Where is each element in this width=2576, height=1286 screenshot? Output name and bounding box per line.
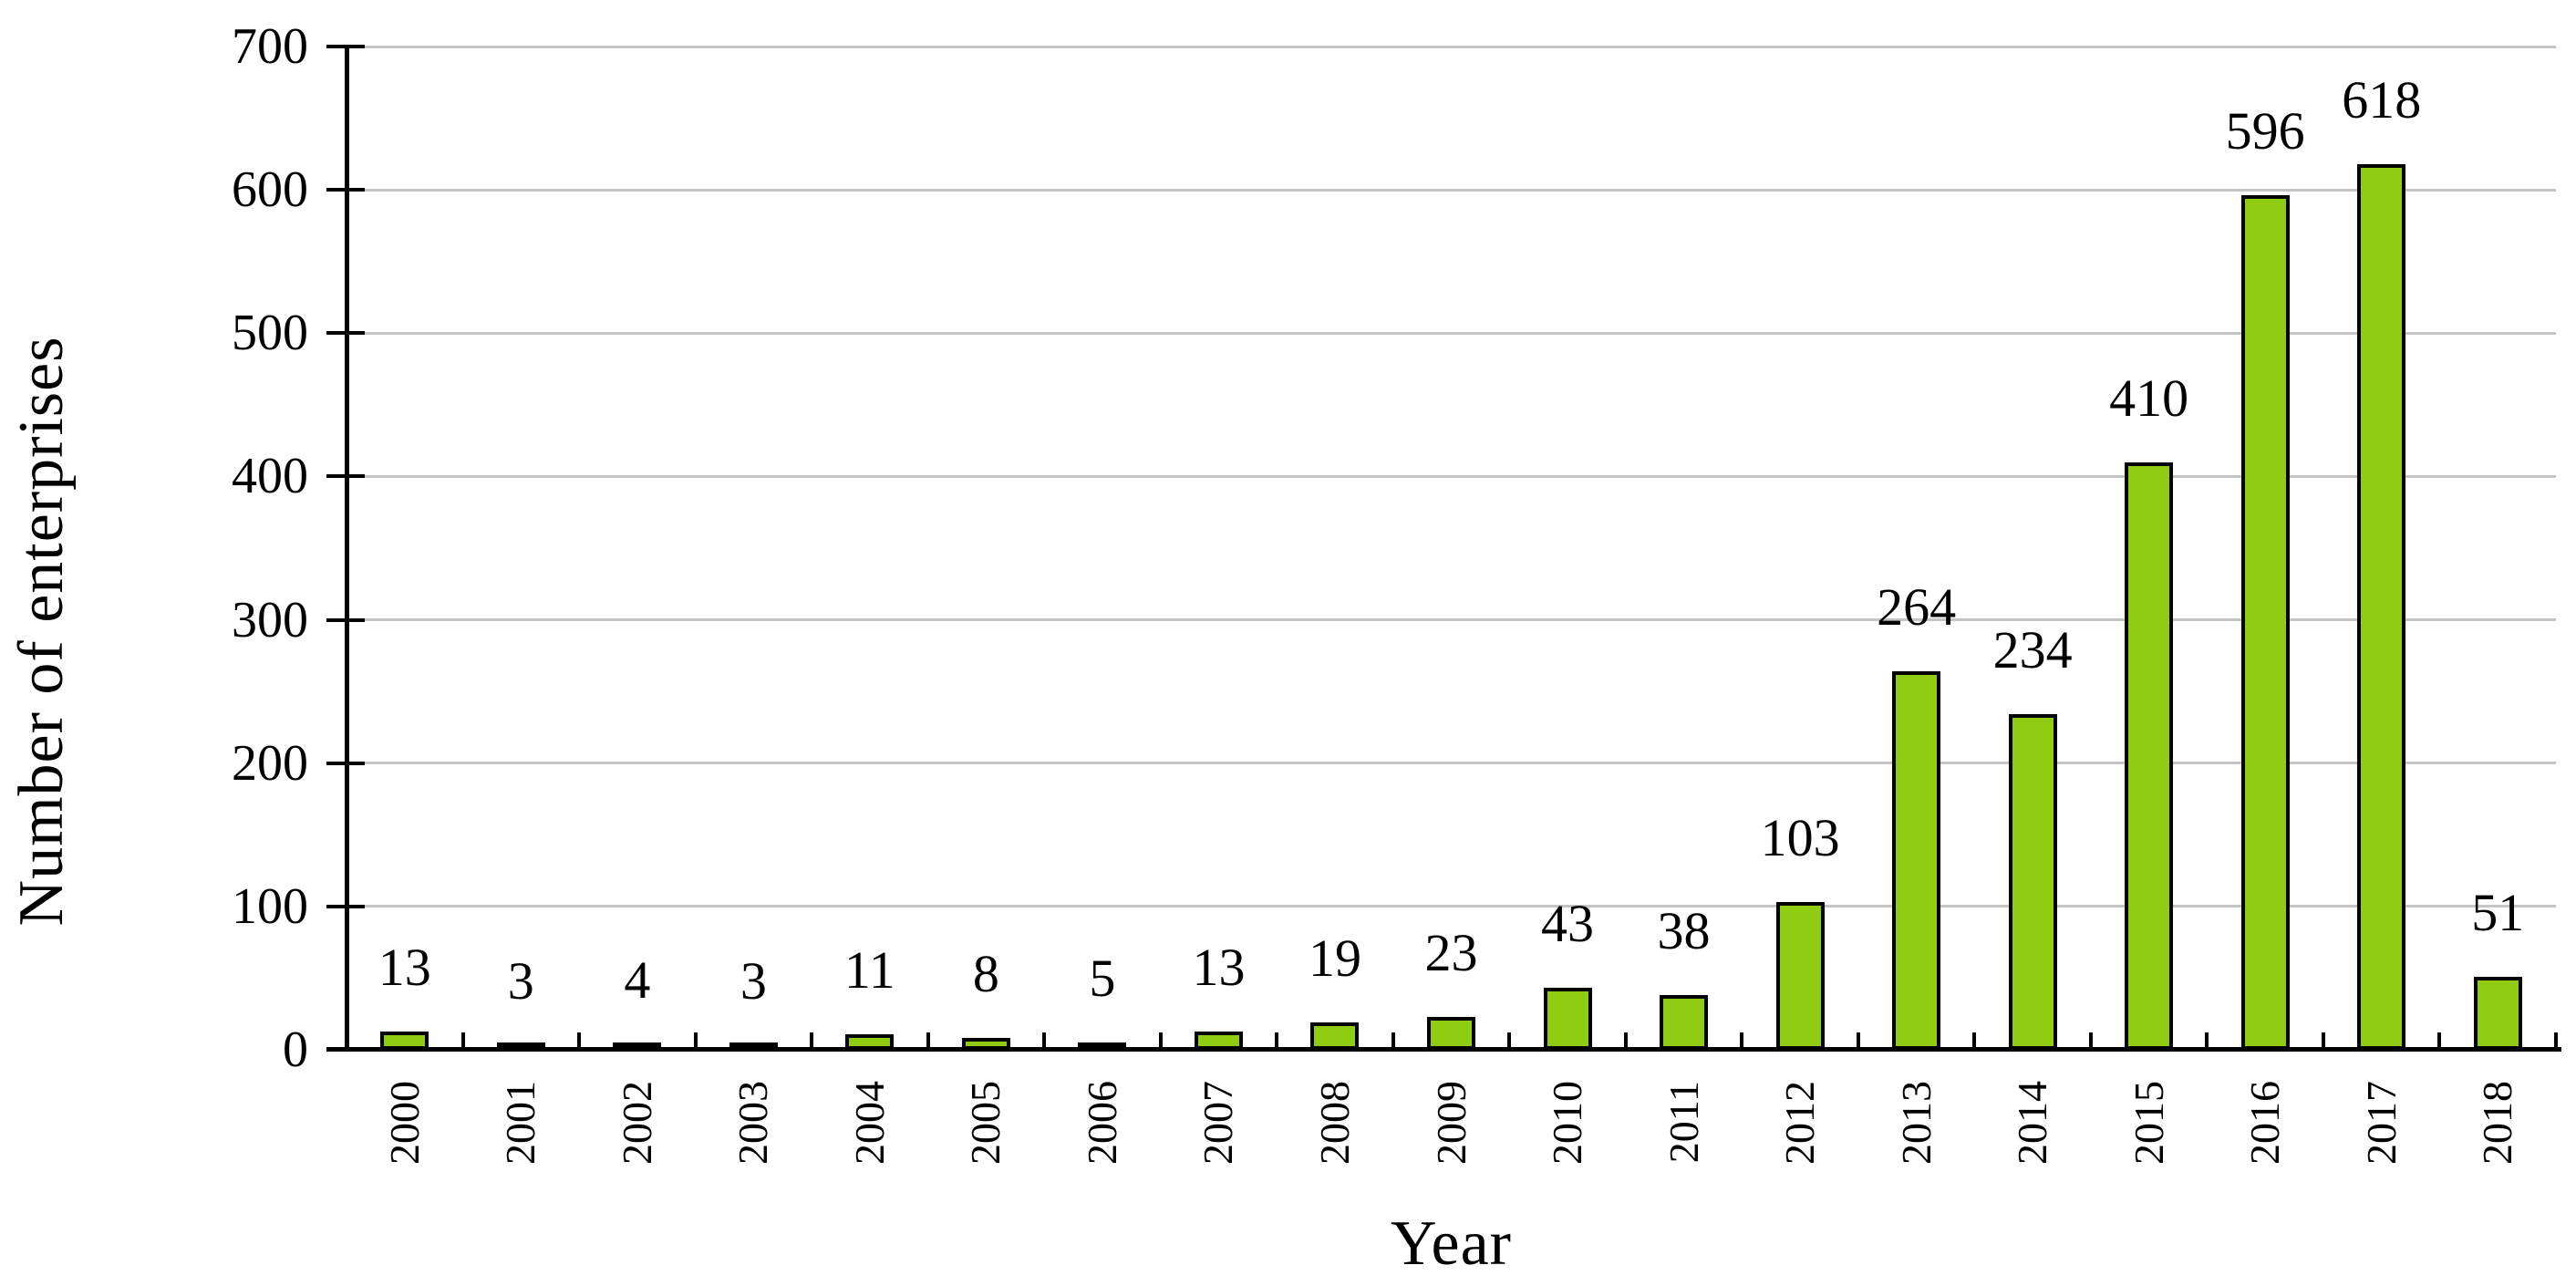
y-tick-label: 600 [232, 161, 308, 219]
bar-value-label: 43 [1541, 894, 1595, 954]
gridline [347, 188, 2556, 192]
x-axis-tick [1623, 1032, 1628, 1050]
x-tick-label: 2006 [1078, 1081, 1125, 1165]
bar-value-label: 13 [378, 937, 431, 997]
bar [1427, 1016, 1475, 1050]
x-axis-tick [2088, 1032, 2093, 1050]
bar-value-label: 103 [1760, 808, 1840, 868]
y-axis-tick [326, 45, 365, 48]
bar-value-label: 3 [507, 951, 534, 1011]
x-axis-tick [577, 1032, 582, 1050]
x-tick-label: 2014 [2009, 1081, 2056, 1165]
x-axis-tick [2554, 1032, 2558, 1050]
y-axis-tick [326, 761, 365, 765]
bar-value-label: 410 [2109, 368, 2189, 428]
bar-value-label: 11 [843, 939, 895, 1000]
bar-value-label: 3 [740, 951, 767, 1011]
x-tick-label: 2001 [497, 1081, 544, 1165]
bar [1660, 995, 1709, 1050]
bar-value-label: 4 [624, 949, 651, 1010]
x-axis-tick [460, 1032, 465, 1050]
y-axis-tick [326, 331, 365, 336]
bar-value-label: 23 [1424, 922, 1478, 982]
x-tick-label: 2004 [845, 1081, 893, 1165]
x-tick-label: 2002 [613, 1081, 660, 1165]
x-tick-label: 2017 [2357, 1081, 2405, 1165]
bar-value-label: 51 [2471, 882, 2525, 942]
x-tick-label: 2015 [2125, 1081, 2172, 1165]
x-axis-tick [1507, 1032, 1512, 1050]
x-axis-tick [1275, 1032, 1279, 1050]
bar [1892, 671, 1941, 1050]
bar-value-label: 618 [2342, 69, 2422, 130]
x-tick-label: 2009 [1427, 1081, 1474, 1165]
bar [2240, 195, 2290, 1050]
y-tick-label: 700 [232, 18, 308, 75]
x-axis-tick [1856, 1032, 1860, 1050]
x-axis-title: Year [1391, 1208, 1512, 1279]
x-tick-label: 2008 [1310, 1081, 1358, 1165]
y-axis-tick [326, 617, 365, 622]
x-tick-label: 2005 [962, 1081, 1009, 1165]
x-tick-label: 2000 [380, 1081, 428, 1165]
gridline [347, 905, 2556, 908]
y-tick-label: 0 [283, 1022, 308, 1078]
y-tick-label: 200 [232, 734, 308, 792]
bar [1543, 988, 1592, 1050]
bar [1310, 1022, 1360, 1050]
bar-value-label: 5 [1089, 949, 1116, 1009]
x-axis-tick [2321, 1032, 2325, 1050]
plot-area: 0 100 200 300 400 500 600 700 13 2000 3 2001 4 2002 3 2… [232, 21, 2561, 1165]
y-tick-label: 300 [232, 591, 308, 648]
x-tick-label: 2012 [1776, 1081, 1824, 1165]
bar-value-label: 38 [1657, 901, 1711, 961]
x-tick-label: 2011 [1660, 1081, 1707, 1164]
gridline [347, 474, 2556, 478]
x-axis-tick [693, 1032, 698, 1050]
x-tick-label: 2007 [1195, 1081, 1242, 1165]
x-axis-tick [2205, 1032, 2209, 1050]
y-tick-label: 400 [232, 448, 308, 505]
bar [2125, 462, 2174, 1050]
y-axis-tick [326, 904, 365, 908]
x-tick-label: 2010 [1544, 1081, 1591, 1165]
gridline [347, 45, 2556, 48]
y-axis-tick [326, 474, 365, 479]
x-axis-tick [1158, 1032, 1163, 1050]
x-tick-label: 2018 [2474, 1081, 2521, 1165]
x-axis-tick [1740, 1032, 1744, 1050]
y-tick-label: 100 [232, 877, 308, 935]
x-axis-tick [2437, 1032, 2442, 1050]
x-axis-line [326, 1047, 2561, 1052]
x-tick-label: 2016 [2241, 1081, 2289, 1165]
x-axis-tick [926, 1032, 930, 1050]
bar-value-label: 13 [1192, 937, 1246, 997]
y-axis-title: Number of enterprises [6, 336, 77, 927]
bar [2357, 163, 2406, 1050]
x-axis-tick [1042, 1032, 1047, 1050]
bar-value-label: 234 [1992, 620, 2073, 680]
bar [2473, 976, 2522, 1050]
y-axis-tick [326, 188, 365, 192]
bar-value-label: 8 [972, 944, 999, 1004]
x-tick-label: 2003 [729, 1081, 777, 1165]
y-axis-line [345, 45, 349, 1052]
bar-value-label: 264 [1877, 577, 1957, 638]
x-axis-tick [1972, 1032, 1977, 1050]
x-axis-tick [810, 1032, 814, 1050]
bar [1775, 902, 1825, 1050]
gridline [347, 762, 2556, 765]
x-tick-label: 2013 [1892, 1081, 1940, 1165]
gridline [347, 331, 2556, 335]
x-axis-tick [1391, 1032, 1395, 1050]
y-tick-label: 500 [232, 305, 308, 362]
bar-value-label: 19 [1308, 928, 1361, 989]
bar [2008, 714, 2057, 1050]
bar-value-label: 596 [2225, 101, 2305, 161]
gridline [347, 618, 2556, 622]
